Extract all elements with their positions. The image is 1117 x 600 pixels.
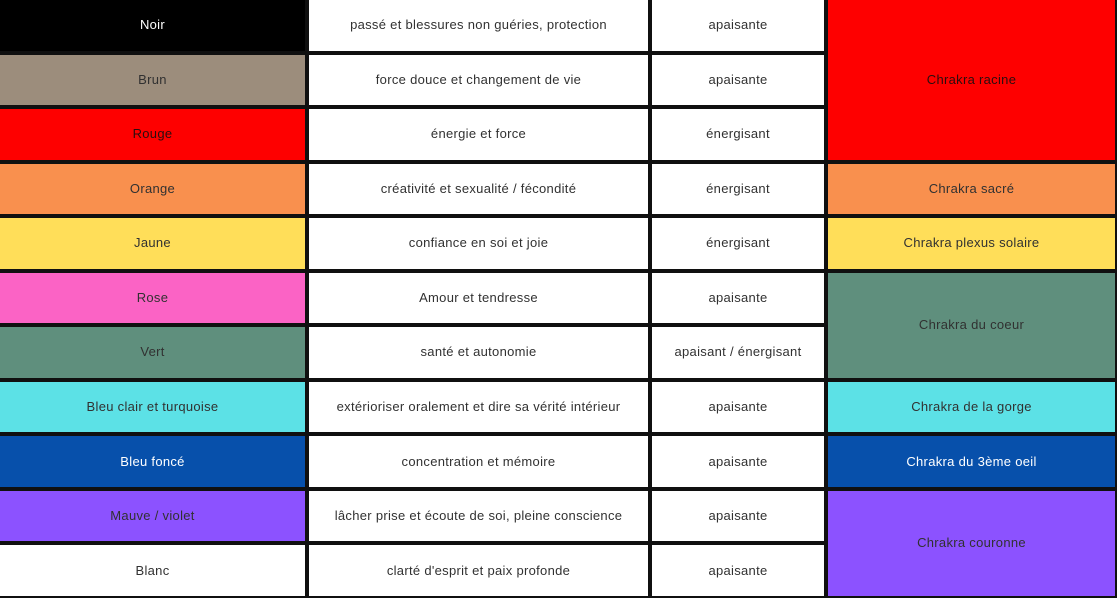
effect-cell: apaisante <box>650 543 826 598</box>
effect-cell: énergisant <box>650 161 826 217</box>
effect-cell: énergisant <box>650 216 826 271</box>
meaning-cell: Amour et tendresse <box>307 270 650 326</box>
meaning-cell: clarté d'esprit et paix profonde <box>307 543 650 598</box>
color-name-cell: Vert <box>0 325 307 380</box>
meaning-cell: extérioriser oralement et dire sa vérité… <box>307 379 650 435</box>
chakra-cell: Chrakra du coeur <box>826 270 1117 380</box>
color-name-cell: Bleu foncé <box>0 434 307 489</box>
meaning-cell: passé et blessures non guéries, protecti… <box>307 0 650 53</box>
meaning-cell: énergie et force <box>307 107 650 162</box>
color-name-cell: Blanc <box>0 543 307 598</box>
chakra-cell: Chrakra plexus solaire <box>826 216 1117 271</box>
color-name-cell: Bleu clair et turquoise <box>0 379 307 435</box>
effect-cell: apaisante <box>650 0 826 53</box>
chakra-cell: Chrakra couronne <box>826 488 1117 598</box>
chakra-cell: Chrakra sacré <box>826 161 1117 217</box>
color-name-cell: Mauve / violet <box>0 488 307 544</box>
effect-cell: apaisante <box>650 270 826 326</box>
effect-cell: apaisante <box>650 52 826 108</box>
color-name-cell: Noir <box>0 0 307 53</box>
effect-cell: apaisante <box>650 379 826 435</box>
chakra-cell: Chrakra de la gorge <box>826 379 1117 435</box>
color-name-cell: Rose <box>0 270 307 326</box>
effect-cell: apaisante <box>650 488 826 544</box>
effect-cell: énergisant <box>650 107 826 162</box>
meaning-cell: créativité et sexualité / fécondité <box>307 161 650 217</box>
color-name-cell: Jaune <box>0 216 307 271</box>
effect-cell: apaisant / énergisant <box>650 325 826 380</box>
chakra-cell: Chrakra racine <box>826 0 1117 162</box>
color-name-cell: Brun <box>0 52 307 108</box>
meaning-cell: confiance en soi et joie <box>307 216 650 271</box>
color-name-cell: Rouge <box>0 107 307 162</box>
meaning-cell: force douce et changement de vie <box>307 52 650 108</box>
meaning-cell: concentration et mémoire <box>307 434 650 489</box>
effect-cell: apaisante <box>650 434 826 489</box>
color-name-cell: Orange <box>0 161 307 217</box>
meaning-cell: lâcher prise et écoute de soi, pleine co… <box>307 488 650 544</box>
meaning-cell: santé et autonomie <box>307 325 650 380</box>
chakra-cell: Chrakra du 3ème oeil <box>826 434 1117 489</box>
